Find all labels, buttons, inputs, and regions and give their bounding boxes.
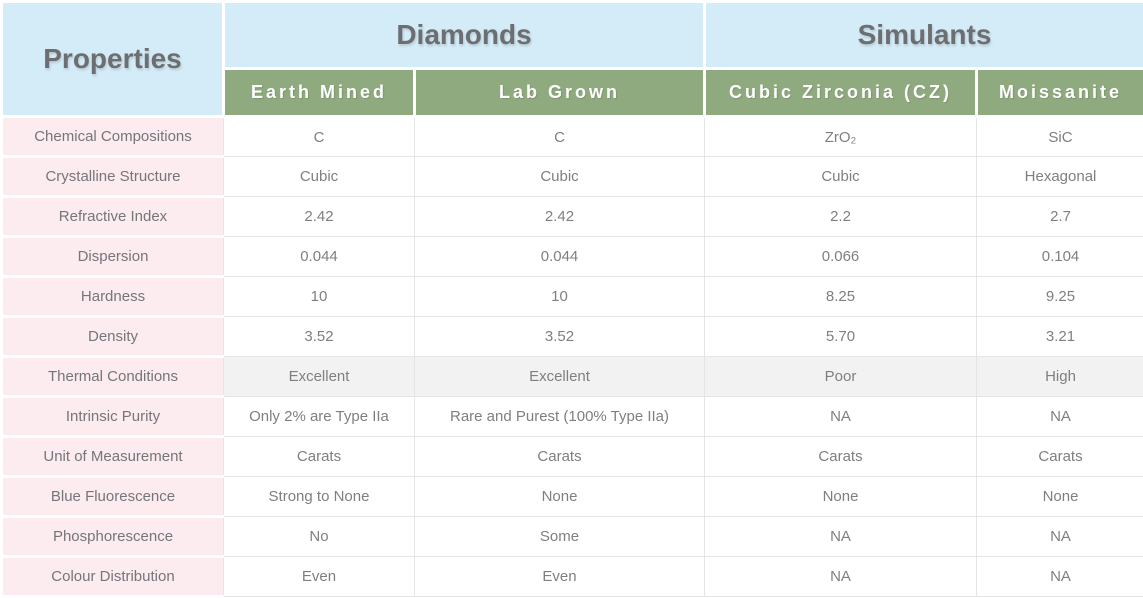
- property-label: Phosphorescence: [2, 517, 224, 557]
- value-cell: Strong to None: [224, 477, 415, 517]
- column-header-moissanite: Moissanite: [977, 69, 1143, 117]
- value-cell: No: [224, 517, 415, 557]
- value-cell: 0.044: [224, 237, 415, 277]
- value-cell: SiC: [977, 117, 1143, 157]
- group-header-diamonds: Diamonds: [224, 2, 705, 69]
- value-cell: Excellent: [224, 357, 415, 397]
- property-label: Unit of Measurement: [2, 437, 224, 477]
- value-cell: 2.7: [977, 197, 1143, 237]
- property-label: Density: [2, 317, 224, 357]
- value-cell: Rare and Purest (100% Type IIa): [415, 397, 705, 437]
- value-cell: 8.25: [705, 277, 977, 317]
- value-cell: Carats: [415, 437, 705, 477]
- value-cell: 2.42: [224, 197, 415, 237]
- property-label: Crystalline Structure: [2, 157, 224, 197]
- value-cell: NA: [977, 517, 1143, 557]
- group-header-row: Properties Diamonds Simulants: [2, 2, 1143, 69]
- value-cell: High: [977, 357, 1143, 397]
- value-cell: 10: [224, 277, 415, 317]
- value-cell: Cubic: [415, 157, 705, 197]
- value-cell: C: [224, 117, 415, 157]
- column-header-earth-mined: Earth Mined: [224, 69, 415, 117]
- column-header-lab-grown: Lab Grown: [415, 69, 705, 117]
- value-cell: Some: [415, 517, 705, 557]
- property-label: Dispersion: [2, 237, 224, 277]
- value-cell: None: [977, 477, 1143, 517]
- value-cell: NA: [705, 517, 977, 557]
- value-cell: 0.104: [977, 237, 1143, 277]
- property-label: Hardness: [2, 277, 224, 317]
- value-cell: None: [705, 477, 977, 517]
- value-cell: 2.42: [415, 197, 705, 237]
- value-cell: C: [415, 117, 705, 157]
- value-cell: 0.044: [415, 237, 705, 277]
- value-cell: 3.52: [415, 317, 705, 357]
- property-label: Blue Fluorescence: [2, 477, 224, 517]
- value-cell: Carats: [977, 437, 1143, 477]
- value-cell: Poor: [705, 357, 977, 397]
- property-label: Intrinsic Purity: [2, 397, 224, 437]
- column-header-cubic-zirconia: Cubic Zirconia (CZ): [705, 69, 977, 117]
- value-cell: 3.21: [977, 317, 1143, 357]
- value-cell: Hexagonal: [977, 157, 1143, 197]
- value-cell: 10: [415, 277, 705, 317]
- value-cell: Only 2% are Type IIa: [224, 397, 415, 437]
- value-cell: ZrO₂: [705, 117, 977, 157]
- value-cell: NA: [977, 397, 1143, 437]
- table-header: Properties Diamonds Simulants Earth Mine…: [2, 2, 1143, 117]
- value-cell: Cubic: [705, 157, 977, 197]
- value-cell: NA: [705, 397, 977, 437]
- value-cell: 2.2: [705, 197, 977, 237]
- value-cell: Excellent: [415, 357, 705, 397]
- value-cell: Carats: [705, 437, 977, 477]
- value-cell: 3.52: [224, 317, 415, 357]
- property-label: Refractive Index: [2, 197, 224, 237]
- value-cell: Cubic: [224, 157, 415, 197]
- property-label: Thermal Conditions: [2, 357, 224, 397]
- properties-header: Properties: [2, 2, 224, 117]
- value-cell: None: [415, 477, 705, 517]
- value-cell: Carats: [224, 437, 415, 477]
- value-cell: 9.25: [977, 277, 1143, 317]
- value-cell: 0.066: [705, 237, 977, 277]
- value-cell: 5.70: [705, 317, 977, 357]
- group-header-simulants: Simulants: [705, 2, 1143, 69]
- property-label: Chemical Compositions: [2, 117, 224, 157]
